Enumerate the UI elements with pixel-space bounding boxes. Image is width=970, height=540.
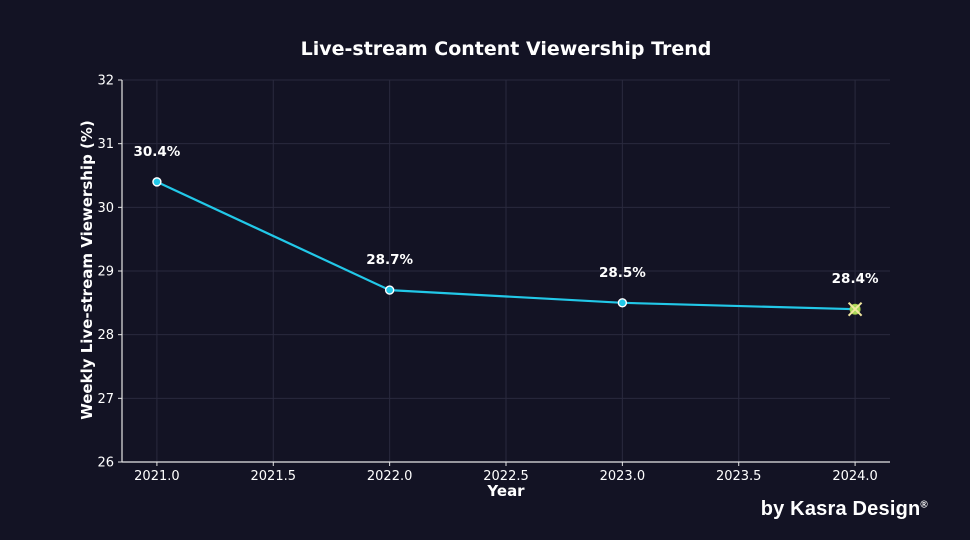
data-point: [384, 285, 395, 295]
data-label: 28.4%: [832, 271, 879, 287]
x-tick-label: 2023.0: [600, 469, 646, 484]
chart-title: Live-stream Content Viewership Trend: [301, 38, 712, 60]
y-tick-label: 29: [97, 265, 114, 280]
data-label: 30.4%: [133, 144, 180, 160]
x-tick-label: 2021.0: [134, 469, 180, 484]
data-point: [152, 177, 162, 187]
x-tick-label: 2022.0: [367, 469, 413, 484]
x-tick-label: 2021.5: [251, 469, 297, 484]
data-point: [617, 298, 628, 308]
data-labels: 30.4% 28.7% 28.5% 28.4%: [133, 144, 878, 287]
data-label: 28.7%: [366, 252, 413, 268]
tick-labels: 2021.0 2021.5 2022.0 2022.5 2023.0 2023.5 2024…: [97, 74, 877, 485]
x-tick-label: 2024.0: [832, 469, 878, 484]
y-tick-label: 30: [97, 201, 114, 216]
y-tick-label: 26: [97, 456, 114, 471]
grid-lines: [122, 79, 890, 463]
y-axis-label: Weekly Live-stream Viewership (%): [78, 120, 96, 420]
x-axis-label: Year: [486, 482, 525, 500]
x-tick-label: 2022.5: [483, 469, 529, 484]
y-tick-label: 27: [97, 392, 114, 407]
data-label: 28.5%: [599, 265, 646, 281]
axes: [118, 79, 890, 466]
brand-credit: by Kasra Design®: [761, 498, 928, 521]
data-series: [152, 177, 863, 317]
y-tick-label: 31: [97, 137, 114, 152]
y-tick-label: 32: [97, 74, 114, 89]
x-tick-label: 2023.5: [716, 469, 762, 484]
registered-mark: ®: [920, 499, 928, 511]
series-line: [156, 180, 856, 311]
y-tick-label: 28: [97, 328, 114, 343]
highlight-cross-stroke: [847, 301, 863, 317]
brand-credit-text: by Kasra Design: [760, 498, 921, 520]
